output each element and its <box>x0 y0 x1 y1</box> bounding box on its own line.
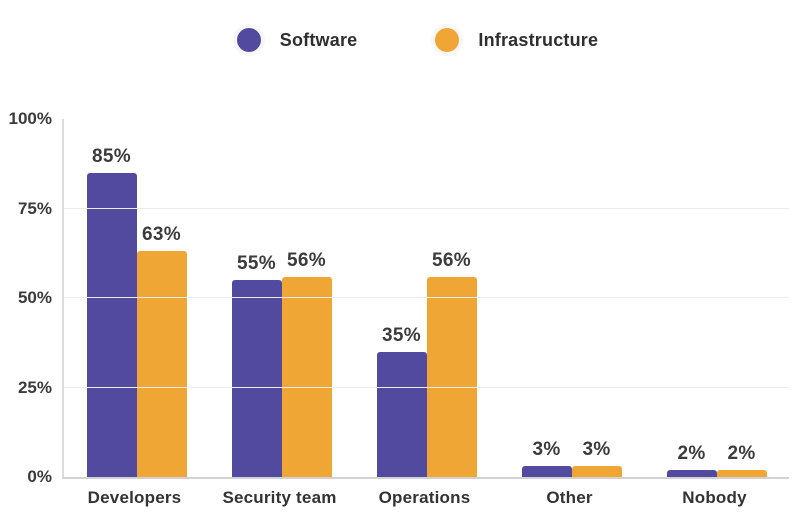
plot-area: 85% 63% 55% 56% 35% 56% 3% 3% 2% 2% <box>62 119 789 479</box>
bar-column-software: 55% <box>231 119 282 477</box>
chart-legend: Software Infrastructure <box>12 28 811 52</box>
bar-column-infrastructure: 63% <box>136 119 187 477</box>
gridline-75 <box>64 207 789 209</box>
gridline-25 <box>64 386 789 388</box>
bar-software-developers <box>86 172 137 477</box>
bar-value-label: 63% <box>142 224 181 246</box>
bar-value-label: 3% <box>532 439 561 461</box>
bar-software-nobody <box>666 469 717 477</box>
bar-group-other: 3% 3% <box>499 119 644 477</box>
bar-column-software: 35% <box>376 119 427 477</box>
bar-value-label: 56% <box>287 249 326 271</box>
bar-column-software: 3% <box>521 119 572 477</box>
y-tick-label-75: 75% <box>17 198 52 218</box>
y-tick-label-25: 25% <box>17 377 52 397</box>
y-tick-label-50: 50% <box>17 288 52 307</box>
y-axis: 0% 25% 50% 75% 100% <box>0 109 52 486</box>
y-tick-label-0: 0% <box>27 467 52 486</box>
x-axis-label-developers: Developers <box>87 488 182 507</box>
x-axis-labels: Developers Security team Operations Other No… <box>62 488 787 508</box>
legend-label-infrastructure: Infrastructure <box>478 29 599 50</box>
bar-infrastructure-developers <box>136 251 187 477</box>
bar-column-infrastructure: 56% <box>426 119 477 477</box>
x-axis-label-operations: Operations <box>378 488 471 507</box>
bar-software-security-team <box>231 280 282 477</box>
legend-item-infrastructure: Infrastructure <box>435 28 598 52</box>
x-axis-label-security-team: Security team <box>222 488 337 507</box>
infrastructure-legend-dot-icon <box>435 28 460 52</box>
bar-column-infrastructure: 56% <box>281 119 332 477</box>
x-axis-label-other: Other <box>546 488 593 507</box>
bar-group-nobody: 2% 2% <box>644 119 789 477</box>
bar-groups: 85% 63% 55% 56% 35% 56% 3% 3% 2% 2% <box>64 119 789 477</box>
bar-infrastructure-operations <box>426 276 477 477</box>
bar-software-operations <box>376 351 427 477</box>
legend-label-software: Software <box>279 29 358 50</box>
bar-value-label: 85% <box>92 145 131 167</box>
bar-infrastructure-nobody <box>716 469 767 477</box>
bar-value-label: 2% <box>727 442 756 464</box>
bar-infrastructure-security-team <box>281 276 332 477</box>
bar-column-infrastructure: 3% <box>571 119 622 477</box>
bar-infrastructure-other <box>571 466 622 477</box>
gridline-50 <box>64 297 789 298</box>
bar-group-developers: 85% 63% <box>64 119 209 477</box>
bar-group-operations: 35% 56% <box>354 119 499 477</box>
legend-item-software: Software <box>236 28 358 52</box>
bar-value-label: 56% <box>432 249 471 271</box>
y-tick-label-100: 100% <box>8 109 52 128</box>
bar-value-label: 55% <box>237 253 276 275</box>
x-axis-label-nobody: Nobody <box>682 488 747 507</box>
bar-value-label: 2% <box>677 442 706 464</box>
bar-value-label: 3% <box>582 439 611 461</box>
bar-group-security-team: 55% 56% <box>209 119 354 477</box>
bar-column-software: 2% <box>666 119 717 477</box>
bar-software-other <box>521 466 572 477</box>
bar-column-software: 85% <box>86 119 137 477</box>
software-legend-dot-icon <box>236 28 261 52</box>
bar-value-label: 35% <box>382 324 421 346</box>
bar-column-infrastructure: 2% <box>716 119 767 477</box>
